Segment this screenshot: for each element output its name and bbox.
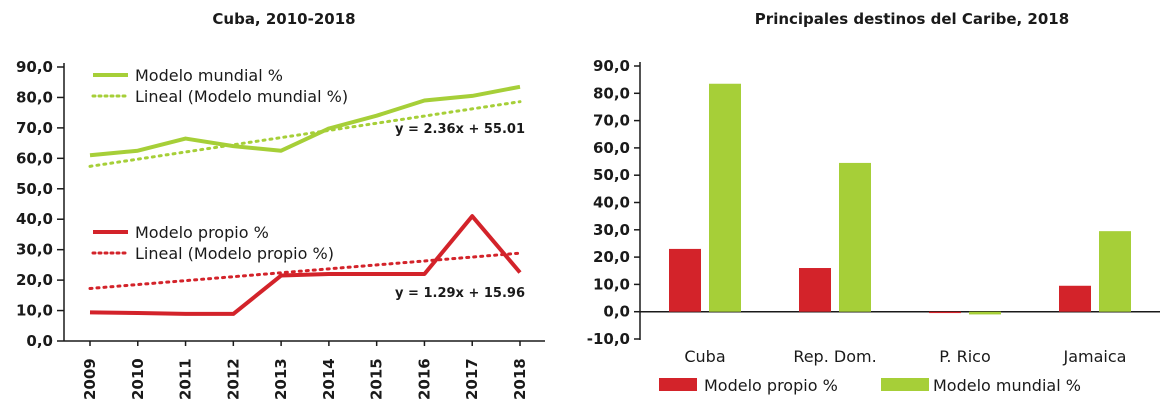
- trendline-propio: [88, 251, 522, 290]
- x-tick-label: 2018: [511, 358, 529, 400]
- line-chart: Cuba, 2010-2018 0,0 10,0 20,0 30,0 40,0 50,0 6…: [16, 10, 545, 400]
- y-tick-label: 90,0: [593, 57, 630, 75]
- y-tick-label: 30,0: [16, 241, 53, 259]
- y-tick-label: 40,0: [593, 194, 630, 212]
- bar-mundial: [839, 162, 871, 312]
- legend-swatch-bar-propio: [659, 378, 697, 391]
- bar-propio: [669, 248, 701, 312]
- x-tick-label: 2014: [320, 358, 338, 400]
- bar-mundial: [709, 83, 741, 312]
- line-chart-title: Cuba, 2010-2018: [212, 10, 355, 28]
- y-tick-label: 80,0: [16, 88, 53, 106]
- x-tick-label: 2015: [368, 358, 386, 400]
- series-line-propio: [89, 214, 522, 316]
- y-tick-label: 10,0: [593, 275, 630, 293]
- bar-chart-marks: -10,0 0,0 10,0 20,0 30,0 40,0 50,0 60,0 70,0 80,0…: [587, 57, 1160, 366]
- x-tick-label: 2011: [177, 358, 195, 400]
- y-tick-label: 20,0: [593, 248, 630, 266]
- legend-label-mundial: Modelo mundial %: [135, 66, 283, 85]
- y-tick-label: 90,0: [16, 58, 53, 76]
- legend-label-bar-propio: Modelo propio %: [704, 376, 838, 395]
- bar-propio: [799, 268, 831, 312]
- y-tick-label: 20,0: [16, 271, 53, 289]
- x-category-label: Cuba: [684, 347, 725, 366]
- y-tick-label: 0,0: [603, 303, 630, 321]
- trendline-equation-propio: y = 1.29x + 15.96: [395, 286, 525, 301]
- x-category-label: Jamaica: [1063, 347, 1127, 366]
- bar-chart-legend: Modelo propio % Modelo mundial %: [659, 376, 1081, 395]
- y-tick-label: 50,0: [16, 180, 53, 198]
- y-tick-label: 80,0: [593, 84, 630, 102]
- x-tick-label: 2017: [463, 358, 481, 400]
- y-tick-label: 50,0: [593, 166, 630, 184]
- trendline-mundial: [88, 100, 522, 168]
- legend-label-bar-mundial: Modelo mundial %: [933, 376, 1081, 395]
- y-tick-label: 0,0: [26, 332, 53, 350]
- bar-propio: [929, 311, 961, 314]
- x-tick-label: 2012: [224, 358, 242, 400]
- y-tick-label: 60,0: [16, 149, 53, 167]
- y-tick-label: 70,0: [593, 112, 630, 130]
- legend-label-propio-trend: Lineal (Modelo propio %): [135, 244, 334, 263]
- x-tick-label: 2009: [81, 358, 99, 400]
- trendline-equation-mundial: y = 2.36x + 55.01: [395, 122, 525, 137]
- y-tick-label: 10,0: [16, 302, 53, 320]
- bar-chart: Principales destinos del Caribe, 2018 -1…: [587, 10, 1160, 395]
- x-category-label: Rep. Dom.: [793, 347, 876, 366]
- y-tick-label: -10,0: [587, 330, 630, 348]
- y-tick-label: 30,0: [593, 221, 630, 239]
- bar-propio: [1059, 285, 1091, 312]
- legend-label-propio: Modelo propio %: [135, 223, 269, 242]
- x-category-label: P. Rico: [939, 347, 990, 366]
- legend-label-mundial-trend: Lineal (Modelo mundial %): [135, 87, 348, 106]
- bar-mundial: [969, 311, 1001, 315]
- series-line-mundial: [89, 84, 521, 158]
- line-chart-legend: Modelo mundial % Lineal (Modelo mundial …: [91, 66, 348, 263]
- x-tick-label: 2016: [415, 358, 433, 400]
- y-tick-label: 70,0: [16, 119, 53, 137]
- legend-swatch-bar-mundial: [881, 378, 929, 391]
- x-tick-label: 2010: [129, 358, 147, 400]
- line-chart-marks: 0,0 10,0 20,0 30,0 40,0 50,0 60,0 70,0 80,0 90,0 2…: [16, 58, 545, 400]
- y-tick-label: 40,0: [16, 210, 53, 228]
- y-tick-label: 60,0: [593, 139, 630, 157]
- bar-chart-title: Principales destinos del Caribe, 2018: [755, 10, 1069, 28]
- bar-mundial: [1099, 231, 1131, 312]
- x-tick-label: 2013: [272, 358, 290, 400]
